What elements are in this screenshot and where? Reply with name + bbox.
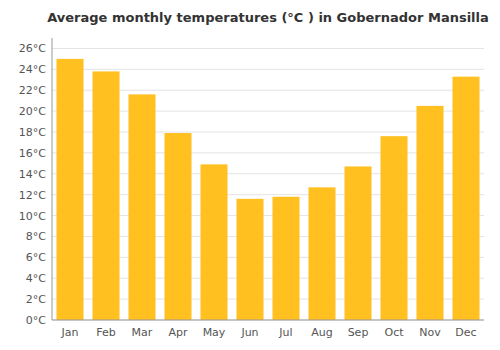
bar bbox=[309, 187, 336, 320]
x-tick-label: Aug bbox=[311, 326, 332, 339]
bars bbox=[57, 59, 480, 320]
y-tick-label: 6°C bbox=[26, 251, 46, 264]
y-tick-label: 12°C bbox=[19, 189, 46, 202]
y-tick-label: 4°C bbox=[26, 272, 46, 285]
x-tick-label: Mar bbox=[132, 326, 153, 339]
y-tick-label: 10°C bbox=[19, 210, 46, 223]
bar bbox=[237, 199, 264, 320]
y-tick-label: 16°C bbox=[19, 147, 46, 160]
bar bbox=[345, 166, 372, 320]
bar bbox=[129, 94, 156, 320]
y-tick-label: 26°C bbox=[19, 42, 46, 55]
bar bbox=[93, 71, 120, 320]
x-tick-label: Jan bbox=[61, 326, 79, 339]
x-tick-labels: Jan Feb Mar Apr May Jun Jul Aug Sep Oct Nov Dec bbox=[61, 326, 477, 339]
y-tick-label: 18°C bbox=[19, 126, 46, 139]
grid-line bbox=[52, 69, 484, 70]
bar bbox=[417, 106, 444, 320]
x-tick-label: Apr bbox=[168, 326, 188, 339]
bar bbox=[273, 197, 300, 320]
y-tick-label: 22°C bbox=[19, 84, 46, 97]
x-tick-label: Dec bbox=[455, 326, 476, 339]
bar bbox=[453, 77, 480, 320]
y-tick-label: 24°C bbox=[19, 63, 46, 76]
y-tick-label: 2°C bbox=[26, 293, 46, 306]
bar bbox=[381, 136, 408, 320]
x-tick-label: Oct bbox=[384, 326, 404, 339]
chart-title: Average monthly temperatures (°C ) in Go… bbox=[47, 10, 489, 25]
grid bbox=[52, 48, 484, 320]
bar bbox=[201, 164, 228, 320]
chart-svg: Average monthly temperatures (°C ) in Go… bbox=[0, 0, 500, 350]
grid-line bbox=[52, 48, 484, 49]
x-tick-label: Nov bbox=[419, 326, 441, 339]
x-tick-label: Sep bbox=[348, 326, 369, 339]
y-axis-line bbox=[52, 38, 53, 320]
chart-container: Average monthly temperatures (°C ) in Go… bbox=[0, 0, 500, 350]
y-tick-label: 14°C bbox=[19, 168, 46, 181]
x-tick-label: May bbox=[203, 326, 226, 339]
x-axis-line bbox=[52, 320, 484, 321]
bar bbox=[57, 59, 84, 320]
y-tick-label: 20°C bbox=[19, 105, 46, 118]
x-tick-label: Feb bbox=[96, 326, 115, 339]
y-tick-label: 8°C bbox=[26, 230, 46, 243]
y-tick-label: 0°C bbox=[26, 314, 46, 327]
x-tick-label: Jul bbox=[278, 326, 292, 339]
y-tick-labels: 0°C 2°C 4°C 6°C 8°C 10°C 12°C 14°C 16°C 18°C 20°C 2… bbox=[19, 42, 46, 327]
grid-line bbox=[52, 320, 484, 321]
bar bbox=[165, 133, 192, 320]
x-tick-label: Jun bbox=[240, 326, 258, 339]
